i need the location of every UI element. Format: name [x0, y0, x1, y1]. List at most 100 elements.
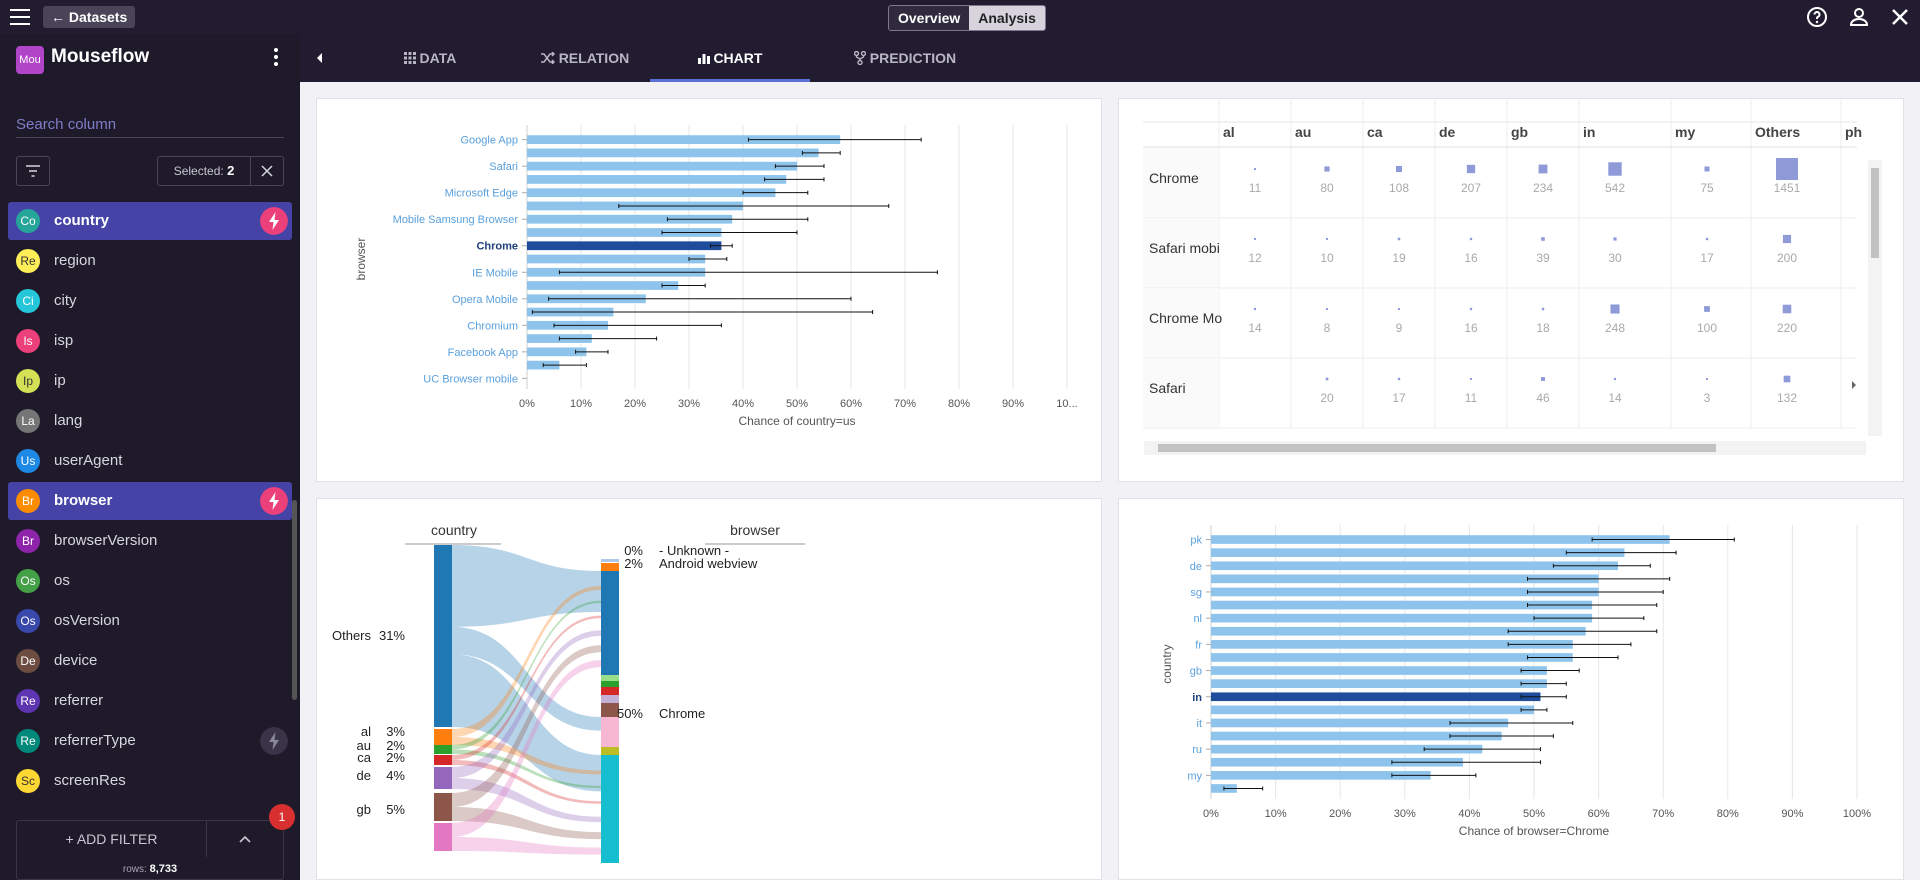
- cell-value[interactable]: 542: [1605, 181, 1625, 195]
- cell-value[interactable]: 17: [1700, 251, 1714, 265]
- sankey-flow[interactable]: [452, 545, 601, 627]
- add-filter-button[interactable]: + ADD FILTER: [17, 821, 207, 857]
- column-header[interactable]: my: [1675, 124, 1695, 140]
- column-item-referrerType[interactable]: Re referrerType: [8, 722, 292, 760]
- analysis-toggle-button[interactable]: Analysis: [969, 6, 1045, 30]
- bar[interactable]: [1211, 731, 1502, 741]
- sankey-left-node[interactable]: [434, 729, 452, 745]
- sankey-left-node[interactable]: [434, 745, 452, 754]
- sankey-right-node[interactable]: [601, 687, 619, 695]
- tab-data[interactable]: DATA: [360, 34, 500, 82]
- bar[interactable]: [1211, 626, 1586, 636]
- cell-value[interactable]: 9: [1396, 321, 1403, 335]
- cell-value[interactable]: 12: [1248, 251, 1262, 265]
- bar[interactable]: [527, 175, 787, 184]
- account-icon[interactable]: [1847, 5, 1871, 29]
- bar[interactable]: [527, 241, 722, 251]
- bar[interactable]: [527, 228, 722, 237]
- sankey-right-node[interactable]: [601, 703, 619, 717]
- sankey-flow[interactable]: [452, 626, 601, 731]
- filter-list-button[interactable]: [16, 156, 50, 186]
- bar[interactable]: [1211, 561, 1618, 571]
- cell-value[interactable]: 3: [1704, 391, 1711, 405]
- bar[interactable]: [1211, 653, 1573, 662]
- bar[interactable]: [1211, 666, 1547, 675]
- search-column-input[interactable]: [16, 112, 284, 138]
- sankey-flow[interactable]: [452, 645, 601, 807]
- column-item-region[interactable]: Re region: [8, 242, 292, 280]
- column-item-userAgent[interactable]: Us userAgent: [8, 442, 292, 480]
- tab-prediction[interactable]: PREDICTION: [820, 34, 990, 82]
- column-item-os[interactable]: Os os: [8, 562, 292, 600]
- column-header[interactable]: al: [1223, 124, 1235, 140]
- y-tick-label[interactable]: fr: [1195, 639, 1202, 651]
- sankey-flow[interactable]: [452, 630, 601, 778]
- table-horizontal-scrollbar[interactable]: [1144, 441, 1866, 455]
- sankey-right-node[interactable]: [601, 571, 619, 675]
- y-tick-label[interactable]: Google App: [461, 135, 519, 147]
- cell-value[interactable]: 132: [1777, 391, 1797, 405]
- sankey-left-node[interactable]: [434, 755, 452, 765]
- column-item-referrer[interactable]: Re referrer: [8, 682, 292, 720]
- column-item-city[interactable]: Ci city: [8, 282, 292, 320]
- column-item-device[interactable]: De device: [8, 642, 292, 680]
- bar[interactable]: [527, 281, 679, 290]
- cell-value[interactable]: 248: [1605, 321, 1625, 335]
- cell-value[interactable]: 16: [1464, 251, 1478, 265]
- y-tick-label[interactable]: my: [1187, 770, 1202, 782]
- cell-value[interactable]: 14: [1608, 391, 1622, 405]
- bar[interactable]: [527, 347, 587, 357]
- cell-value[interactable]: 39: [1536, 251, 1550, 265]
- cell-value[interactable]: 207: [1461, 181, 1481, 195]
- y-tick-label[interactable]: Chrome: [476, 241, 518, 253]
- cell-value[interactable]: 18: [1536, 321, 1550, 335]
- column-item-browserVersion[interactable]: Br browserVersion: [8, 522, 292, 560]
- bar[interactable]: [1211, 705, 1534, 715]
- y-tick-label[interactable]: pk: [1190, 535, 1202, 547]
- y-tick-label[interactable]: gb: [1190, 666, 1202, 678]
- bar[interactable]: [1211, 744, 1483, 754]
- column-item-ip[interactable]: Ip ip: [8, 362, 292, 400]
- cell-value[interactable]: 108: [1389, 181, 1409, 195]
- column-header[interactable]: au: [1295, 124, 1311, 140]
- sidebar-scrollbar[interactable]: [292, 500, 297, 700]
- column-item-country[interactable]: Co country: [8, 202, 292, 240]
- sankey-flow[interactable]: [452, 615, 601, 760]
- sankey-right-node[interactable]: [601, 675, 619, 681]
- bar[interactable]: [1211, 587, 1599, 597]
- y-tick-label[interactable]: sg: [1190, 587, 1202, 599]
- column-header[interactable]: ph: [1845, 124, 1862, 140]
- bar[interactable]: [1211, 574, 1599, 584]
- column-header[interactable]: gb: [1511, 124, 1528, 140]
- cell-value[interactable]: 14: [1248, 321, 1262, 335]
- sankey-flow[interactable]: [452, 749, 601, 789]
- bar[interactable]: [527, 188, 776, 198]
- cell-value[interactable]: 234: [1533, 181, 1553, 195]
- back-to-datasets-button[interactable]: ← Datasets: [43, 6, 136, 28]
- sankey-flow[interactable]: [452, 837, 601, 855]
- close-icon[interactable]: [1888, 5, 1912, 29]
- cell-value[interactable]: 200: [1777, 251, 1797, 265]
- bolt-icon[interactable]: [260, 487, 288, 515]
- bar[interactable]: [1211, 613, 1593, 623]
- more-vert-icon[interactable]: [271, 48, 281, 70]
- cell-value[interactable]: 20: [1320, 391, 1334, 405]
- sankey-flow[interactable]: [452, 654, 601, 792]
- bar[interactable]: [1211, 718, 1509, 728]
- bolt-icon[interactable]: [260, 207, 288, 235]
- sankey-right-node[interactable]: [601, 717, 619, 747]
- y-tick-label[interactable]: de: [1190, 561, 1202, 573]
- sankey-left-node[interactable]: [434, 823, 452, 851]
- y-tick-label[interactable]: Safari: [489, 161, 518, 173]
- bar[interactable]: [1211, 679, 1547, 688]
- scroll-right-arrow[interactable]: [1852, 381, 1856, 389]
- tab-chart[interactable]: CHART: [650, 34, 810, 82]
- y-tick-label[interactable]: UC Browser mobile: [423, 373, 518, 385]
- bar[interactable]: [1211, 548, 1625, 557]
- sankey-flow[interactable]: [452, 760, 601, 804]
- sankey-flow[interactable]: [452, 807, 601, 840]
- cell-value[interactable]: 19: [1392, 251, 1406, 265]
- column-item-screenRes[interactable]: Sc screenRes: [8, 762, 292, 800]
- tab-relation[interactable]: RELATION: [500, 34, 670, 82]
- y-tick-label[interactable]: Chromium: [467, 320, 518, 332]
